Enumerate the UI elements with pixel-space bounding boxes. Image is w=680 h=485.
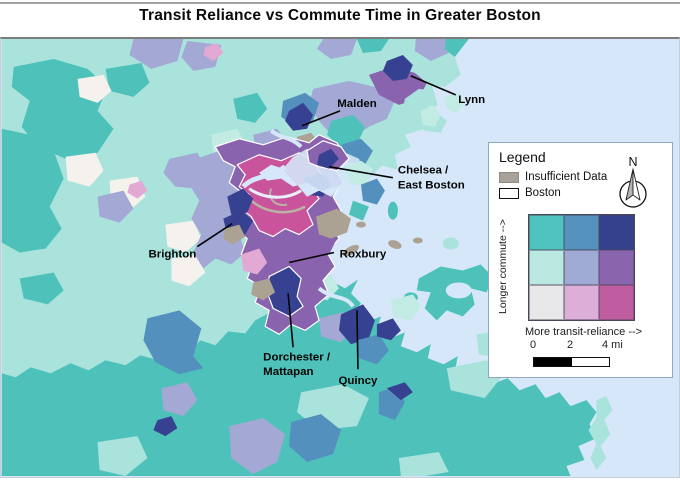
scale-bar (533, 357, 610, 367)
legend-matrix-cell (599, 215, 634, 250)
map-label-chelsea-east-boston: Chelsea / East Boston (398, 165, 465, 192)
legend-matrix-cell (599, 285, 634, 320)
map-label-dorchester-mattapan: Dorchester / Mattapan (263, 351, 331, 378)
dorchester-tract (266, 265, 304, 317)
north-arrow-icon: N (619, 155, 647, 208)
page-title: Transit Reliance vs Commute Time in Grea… (139, 7, 541, 24)
scale-bar-fill (534, 358, 572, 366)
map-panel: Malden Lynn Chelsea / East Boston Brighton Ro… (0, 37, 680, 478)
map-label-quincy: Quincy (339, 375, 378, 387)
map-labels-layer: Malden Lynn Chelsea / East Boston Brighton Ro… (148, 75, 485, 387)
north-label: N (628, 155, 637, 169)
top-divider (0, 2, 680, 4)
legend-matrix-cell (599, 250, 634, 285)
scale-tick-label: 4 mi (602, 339, 623, 351)
legend-matrix-cell (529, 285, 564, 320)
insufficient-data-swatch (499, 172, 519, 183)
scale-ticks: 0 2 4 mi (489, 339, 674, 352)
legend-y-axis-label: Longer commute --> (497, 219, 509, 314)
leader-line-quincy (356, 310, 359, 370)
map-label-brighton: Brighton (148, 249, 196, 261)
leader-line-chelsea-east-boston (328, 165, 394, 179)
legend-matrix-cell (564, 285, 599, 320)
leader-line-dorchester-mattapan (287, 293, 294, 348)
legend-matrix-cell (529, 250, 564, 285)
legend-box: Legend Insufficient Data Boston N Longer… (488, 142, 673, 378)
leader-line-lynn (410, 75, 457, 96)
legend-item-label: Boston (525, 187, 561, 199)
coastal-tracts (306, 140, 398, 221)
map-label-lynn: Lynn (458, 94, 485, 106)
scale-tick-label: 0 (530, 339, 537, 351)
legend-bivariate-matrix (528, 214, 635, 321)
legend-matrix-cell (564, 250, 599, 285)
legend-x-axis-label: More transit-reliance --> (525, 326, 643, 338)
boston-swatch (499, 188, 519, 199)
map-canvas[interactable]: Malden Lynn Chelsea / East Boston Brighton Ro… (1, 39, 679, 476)
leader-line-brighton (196, 222, 233, 248)
map-label-malden: Malden (337, 98, 377, 110)
legend-item-label: Insufficient Data (525, 171, 608, 183)
legend-title: Legend (499, 149, 546, 165)
map-label-roxbury: Roxbury (340, 249, 387, 261)
legend-matrix-cell (529, 215, 564, 250)
scale-tick-label: 2 (567, 339, 574, 351)
islands-layer (316, 104, 613, 471)
logan-airport-island (316, 208, 351, 239)
land-south (1, 279, 597, 476)
leader-line-malden (301, 110, 341, 127)
leader-line-roxbury (288, 251, 335, 264)
legend-matrix-cell (564, 215, 599, 250)
